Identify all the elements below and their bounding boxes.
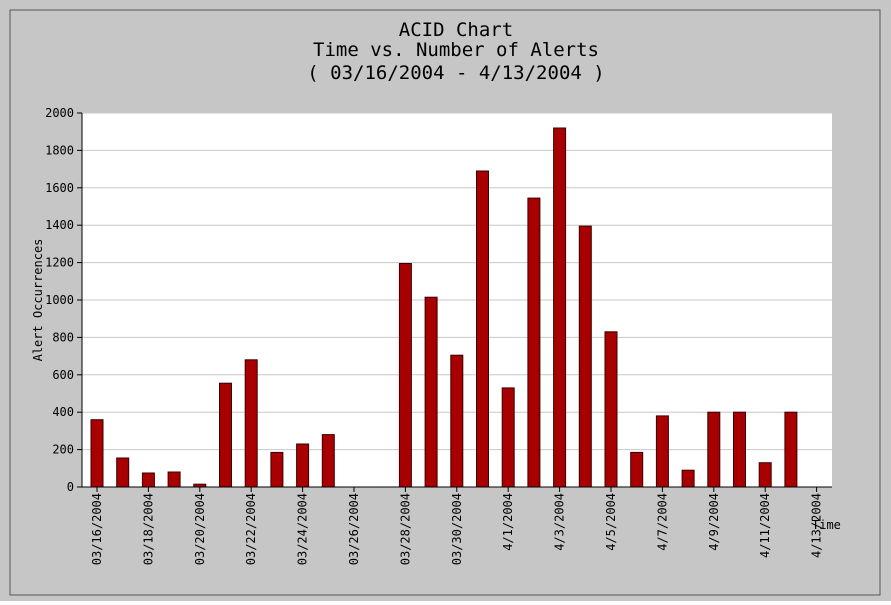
- x-tick-label: 4/9/2004: [707, 493, 721, 551]
- bar-4-9-2004: [707, 411, 721, 488]
- bar-4-12-2004: [784, 411, 798, 488]
- bar-4-6-2004: [630, 451, 644, 488]
- bar-4-1-2004: [501, 387, 515, 488]
- chart-date-range: ( 03/16/2004 - 4/13/2004 ): [307, 62, 604, 84]
- bar-4-11-2004: [758, 462, 772, 488]
- bar-03-24-2004: [296, 443, 310, 488]
- y-tick-label: 400: [52, 405, 74, 419]
- chart-title: ACID Chart: [399, 19, 513, 41]
- x-tick-label: 4/11/2004: [758, 493, 772, 558]
- x-tick-label: 03/30/2004: [450, 493, 464, 565]
- bar-03-17-2004: [116, 457, 130, 488]
- y-tick-label: 1400: [45, 218, 74, 232]
- x-tick-label: 4/3/2004: [553, 493, 567, 551]
- bar-03-19-2004: [167, 471, 181, 488]
- bar-4-5-2004: [604, 331, 618, 488]
- x-tick-label: 03/20/2004: [193, 493, 207, 565]
- x-tick-label: 03/28/2004: [398, 493, 412, 565]
- x-tick-label: 03/18/2004: [141, 493, 155, 565]
- bar-4-10-2004: [733, 411, 746, 488]
- y-tick-label: 1000: [45, 293, 74, 307]
- bar-03-16-2004: [90, 419, 104, 488]
- chart-subtitle: Time vs. Number of Alerts: [313, 39, 599, 61]
- x-tick-label: 4/13/2004: [810, 493, 824, 558]
- bar-03-30-2004: [450, 354, 464, 488]
- x-tick-label: 4/7/2004: [655, 493, 669, 551]
- y-tick-label: 1800: [45, 143, 74, 157]
- bar-03-21-2004: [219, 382, 232, 488]
- x-tick-label: 4/1/2004: [501, 493, 515, 551]
- x-axis-ticks: 03/16/2004 03/18/2004 03/20/2004 03/22/2004…: [90, 487, 824, 565]
- x-tick-label: 4/5/2004: [604, 493, 618, 551]
- bar-4-3-2004: [553, 127, 567, 488]
- y-tick-label: 2000: [45, 106, 74, 120]
- x-tick-label: 03/24/2004: [296, 493, 310, 565]
- bar-4-2-2004: [527, 197, 541, 488]
- y-tick-label: 800: [52, 330, 74, 344]
- y-tick-label: 1600: [45, 181, 74, 195]
- bars: [90, 127, 798, 488]
- x-axis-label: Time: [812, 518, 841, 532]
- outer-border: [9, 9, 881, 596]
- y-tick-label: 600: [52, 368, 74, 382]
- bar-03-28-2004: [398, 263, 412, 488]
- bar-4-8-2004: [681, 469, 695, 488]
- y-axis-label: Alert Occurrences: [31, 239, 45, 362]
- bar-03-22-2004: [244, 359, 258, 488]
- bar-03-25-2004: [321, 434, 335, 488]
- y-axis-ticks: 0 200 400 600 800 1000 1200 1400 1600 1800 2000: [45, 106, 82, 494]
- x-tick-label: 03/26/2004: [347, 493, 361, 565]
- y-tick-label: 1200: [45, 256, 74, 270]
- x-tick-label: 03/22/2004: [244, 493, 258, 565]
- bar-4-7-2004: [655, 415, 669, 488]
- bar-4-4-2004: [578, 225, 592, 488]
- bar-03-18-2004: [141, 472, 155, 488]
- y-tick-label: 200: [52, 443, 74, 457]
- bar-03-23-2004: [270, 451, 284, 488]
- x-tick-label: 03/16/2004: [90, 493, 104, 565]
- y-tick-label: 0: [67, 480, 74, 494]
- bar-3-31-2004: [476, 170, 489, 488]
- bar-03-29-2004: [424, 296, 438, 488]
